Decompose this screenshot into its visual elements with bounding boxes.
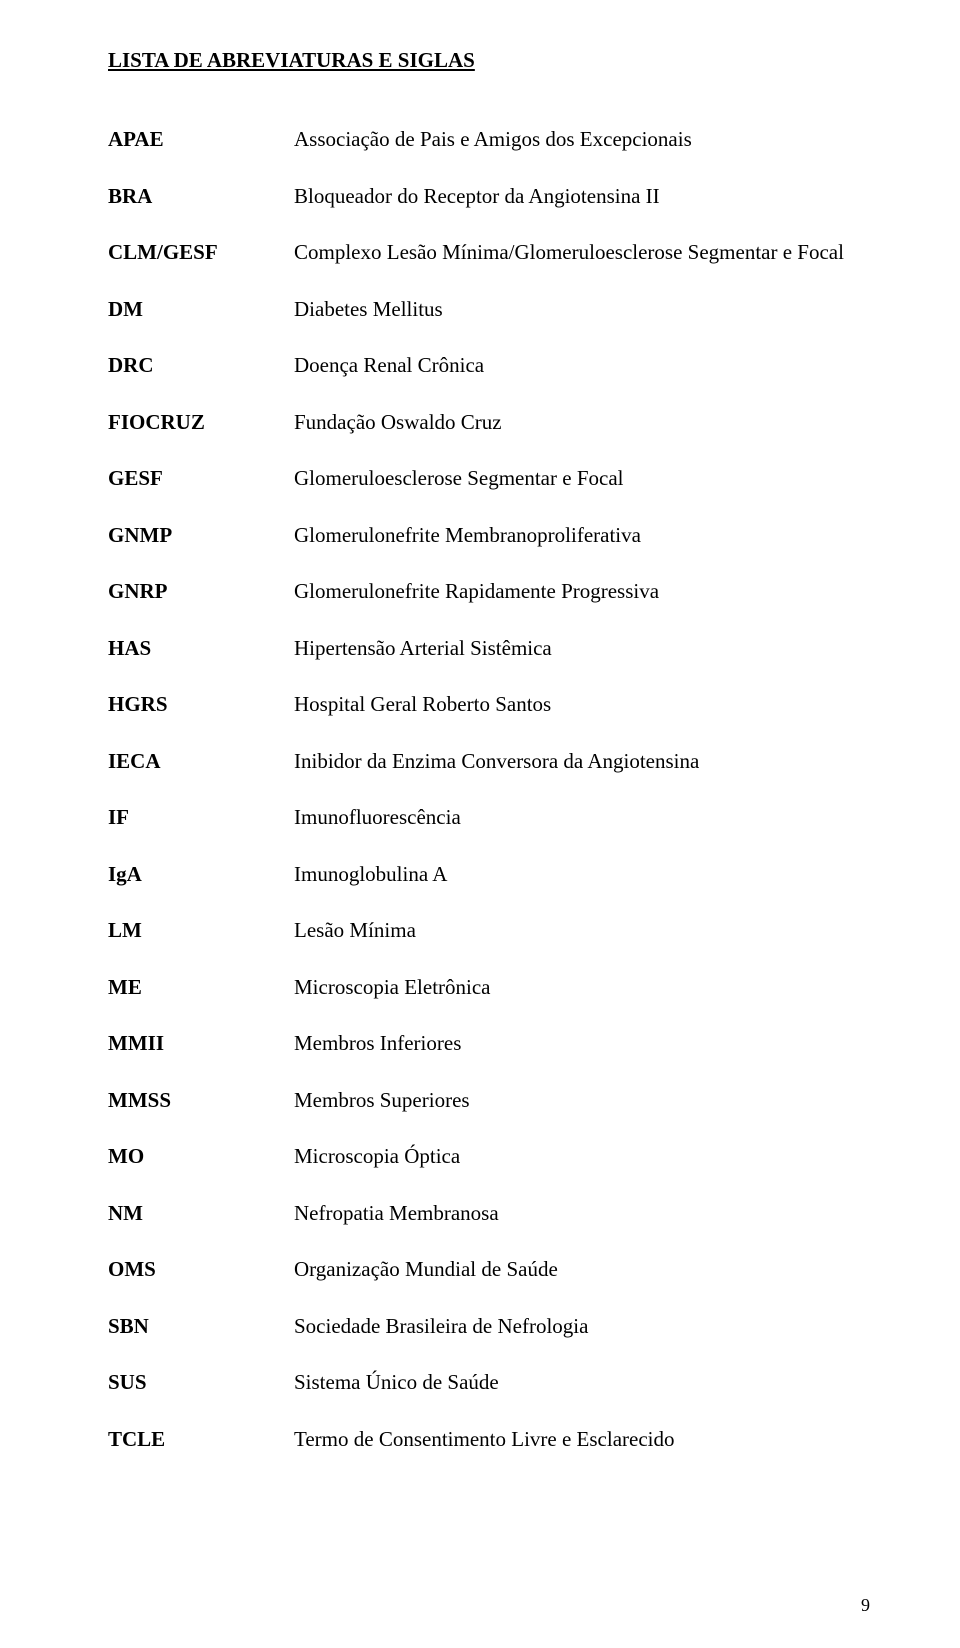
abbr-definition: Fundação Oswaldo Cruz xyxy=(294,410,870,435)
abbr-definition: Inibidor da Enzima Conversora da Angiote… xyxy=(294,749,870,774)
abbr-term: HAS xyxy=(108,636,294,661)
abbr-term: IgA xyxy=(108,862,294,887)
abbr-row: APAEAssociação de Pais e Amigos dos Exce… xyxy=(108,127,870,152)
abbr-row: DRCDoença Renal Crônica xyxy=(108,353,870,378)
abbr-term: GNMP xyxy=(108,523,294,548)
abbr-term: MMSS xyxy=(108,1088,294,1113)
abbr-term: LM xyxy=(108,918,294,943)
abbr-term: SBN xyxy=(108,1314,294,1339)
abbr-row: IFImunofluorescência xyxy=(108,805,870,830)
abbr-row: IECAInibidor da Enzima Conversora da Ang… xyxy=(108,749,870,774)
abbr-term: FIOCRUZ xyxy=(108,410,294,435)
abbr-row: CLM/GESFComplexo Lesão Mínima/Glomeruloe… xyxy=(108,240,870,265)
abbr-term: CLM/GESF xyxy=(108,240,294,265)
abbr-definition: Termo de Consentimento Livre e Esclareci… xyxy=(294,1427,870,1452)
abbr-definition: Imunofluorescência xyxy=(294,805,870,830)
abbr-row: MEMicroscopia Eletrônica xyxy=(108,975,870,1000)
abbr-term: MO xyxy=(108,1144,294,1169)
abbr-definition: Complexo Lesão Mínima/Glomeruloesclerose… xyxy=(294,240,870,265)
abbr-term: DM xyxy=(108,297,294,322)
abbr-term: IF xyxy=(108,805,294,830)
abbr-row: MOMicroscopia Óptica xyxy=(108,1144,870,1169)
abbr-row: SBNSociedade Brasileira de Nefrologia xyxy=(108,1314,870,1339)
abbr-row: HGRSHospital Geral Roberto Santos xyxy=(108,692,870,717)
abbr-term: SUS xyxy=(108,1370,294,1395)
abbr-term: IECA xyxy=(108,749,294,774)
abbr-term: DRC xyxy=(108,353,294,378)
abbr-term: GNRP xyxy=(108,579,294,604)
abbr-definition: Lesão Mínima xyxy=(294,918,870,943)
abbr-definition: Microscopia Eletrônica xyxy=(294,975,870,1000)
abbr-row: FIOCRUZFundação Oswaldo Cruz xyxy=(108,410,870,435)
abbr-definition: Glomerulonefrite Rapidamente Progressiva xyxy=(294,579,870,604)
abbr-term: HGRS xyxy=(108,692,294,717)
page: LISTA DE ABREVIATURAS E SIGLAS APAEAssoc… xyxy=(0,0,960,1648)
abbr-definition: Microscopia Óptica xyxy=(294,1144,870,1169)
abbr-term: OMS xyxy=(108,1257,294,1282)
abbr-definition: Bloqueador do Receptor da Angiotensina I… xyxy=(294,184,870,209)
abbr-term: MMII xyxy=(108,1031,294,1056)
abbr-definition: Imunoglobulina A xyxy=(294,862,870,887)
abbr-term: NM xyxy=(108,1201,294,1226)
abbr-row: OMSOrganização Mundial de Saúde xyxy=(108,1257,870,1282)
abbr-row: SUSSistema Único de Saúde xyxy=(108,1370,870,1395)
page-number: 9 xyxy=(861,1595,870,1616)
abbr-row: GNMPGlomerulonefrite Membranoproliferati… xyxy=(108,523,870,548)
abbr-definition: Nefropatia Membranosa xyxy=(294,1201,870,1226)
abbr-row: GESFGlomeruloesclerose Segmentar e Focal xyxy=(108,466,870,491)
abbr-row: GNRPGlomerulonefrite Rapidamente Progres… xyxy=(108,579,870,604)
abbreviation-list: APAEAssociação de Pais e Amigos dos Exce… xyxy=(108,127,870,1452)
abbr-definition: Hipertensão Arterial Sistêmica xyxy=(294,636,870,661)
abbr-row: LMLesão Mínima xyxy=(108,918,870,943)
abbr-definition: Sociedade Brasileira de Nefrologia xyxy=(294,1314,870,1339)
abbr-definition: Doença Renal Crônica xyxy=(294,353,870,378)
abbr-row: DMDiabetes Mellitus xyxy=(108,297,870,322)
section-title: LISTA DE ABREVIATURAS E SIGLAS xyxy=(108,48,870,73)
abbr-definition: Sistema Único de Saúde xyxy=(294,1370,870,1395)
abbr-term: APAE xyxy=(108,127,294,152)
abbr-term: TCLE xyxy=(108,1427,294,1452)
abbr-row: MMIIMembros Inferiores xyxy=(108,1031,870,1056)
abbr-term: GESF xyxy=(108,466,294,491)
abbr-row: IgAImunoglobulina A xyxy=(108,862,870,887)
abbr-definition: Membros Inferiores xyxy=(294,1031,870,1056)
abbr-term: ME xyxy=(108,975,294,1000)
abbr-definition: Hospital Geral Roberto Santos xyxy=(294,692,870,717)
abbr-row: BRABloqueador do Receptor da Angiotensin… xyxy=(108,184,870,209)
abbr-definition: Glomerulonefrite Membranoproliferativa xyxy=(294,523,870,548)
abbr-definition: Diabetes Mellitus xyxy=(294,297,870,322)
abbr-row: TCLETermo de Consentimento Livre e Escla… xyxy=(108,1427,870,1452)
abbr-definition: Organização Mundial de Saúde xyxy=(294,1257,870,1282)
abbr-definition: Associação de Pais e Amigos dos Excepcio… xyxy=(294,127,870,152)
abbr-row: MMSSMembros Superiores xyxy=(108,1088,870,1113)
abbr-term: BRA xyxy=(108,184,294,209)
abbr-row: HASHipertensão Arterial Sistêmica xyxy=(108,636,870,661)
abbr-definition: Glomeruloesclerose Segmentar e Focal xyxy=(294,466,870,491)
abbr-row: NMNefropatia Membranosa xyxy=(108,1201,870,1226)
abbr-definition: Membros Superiores xyxy=(294,1088,870,1113)
